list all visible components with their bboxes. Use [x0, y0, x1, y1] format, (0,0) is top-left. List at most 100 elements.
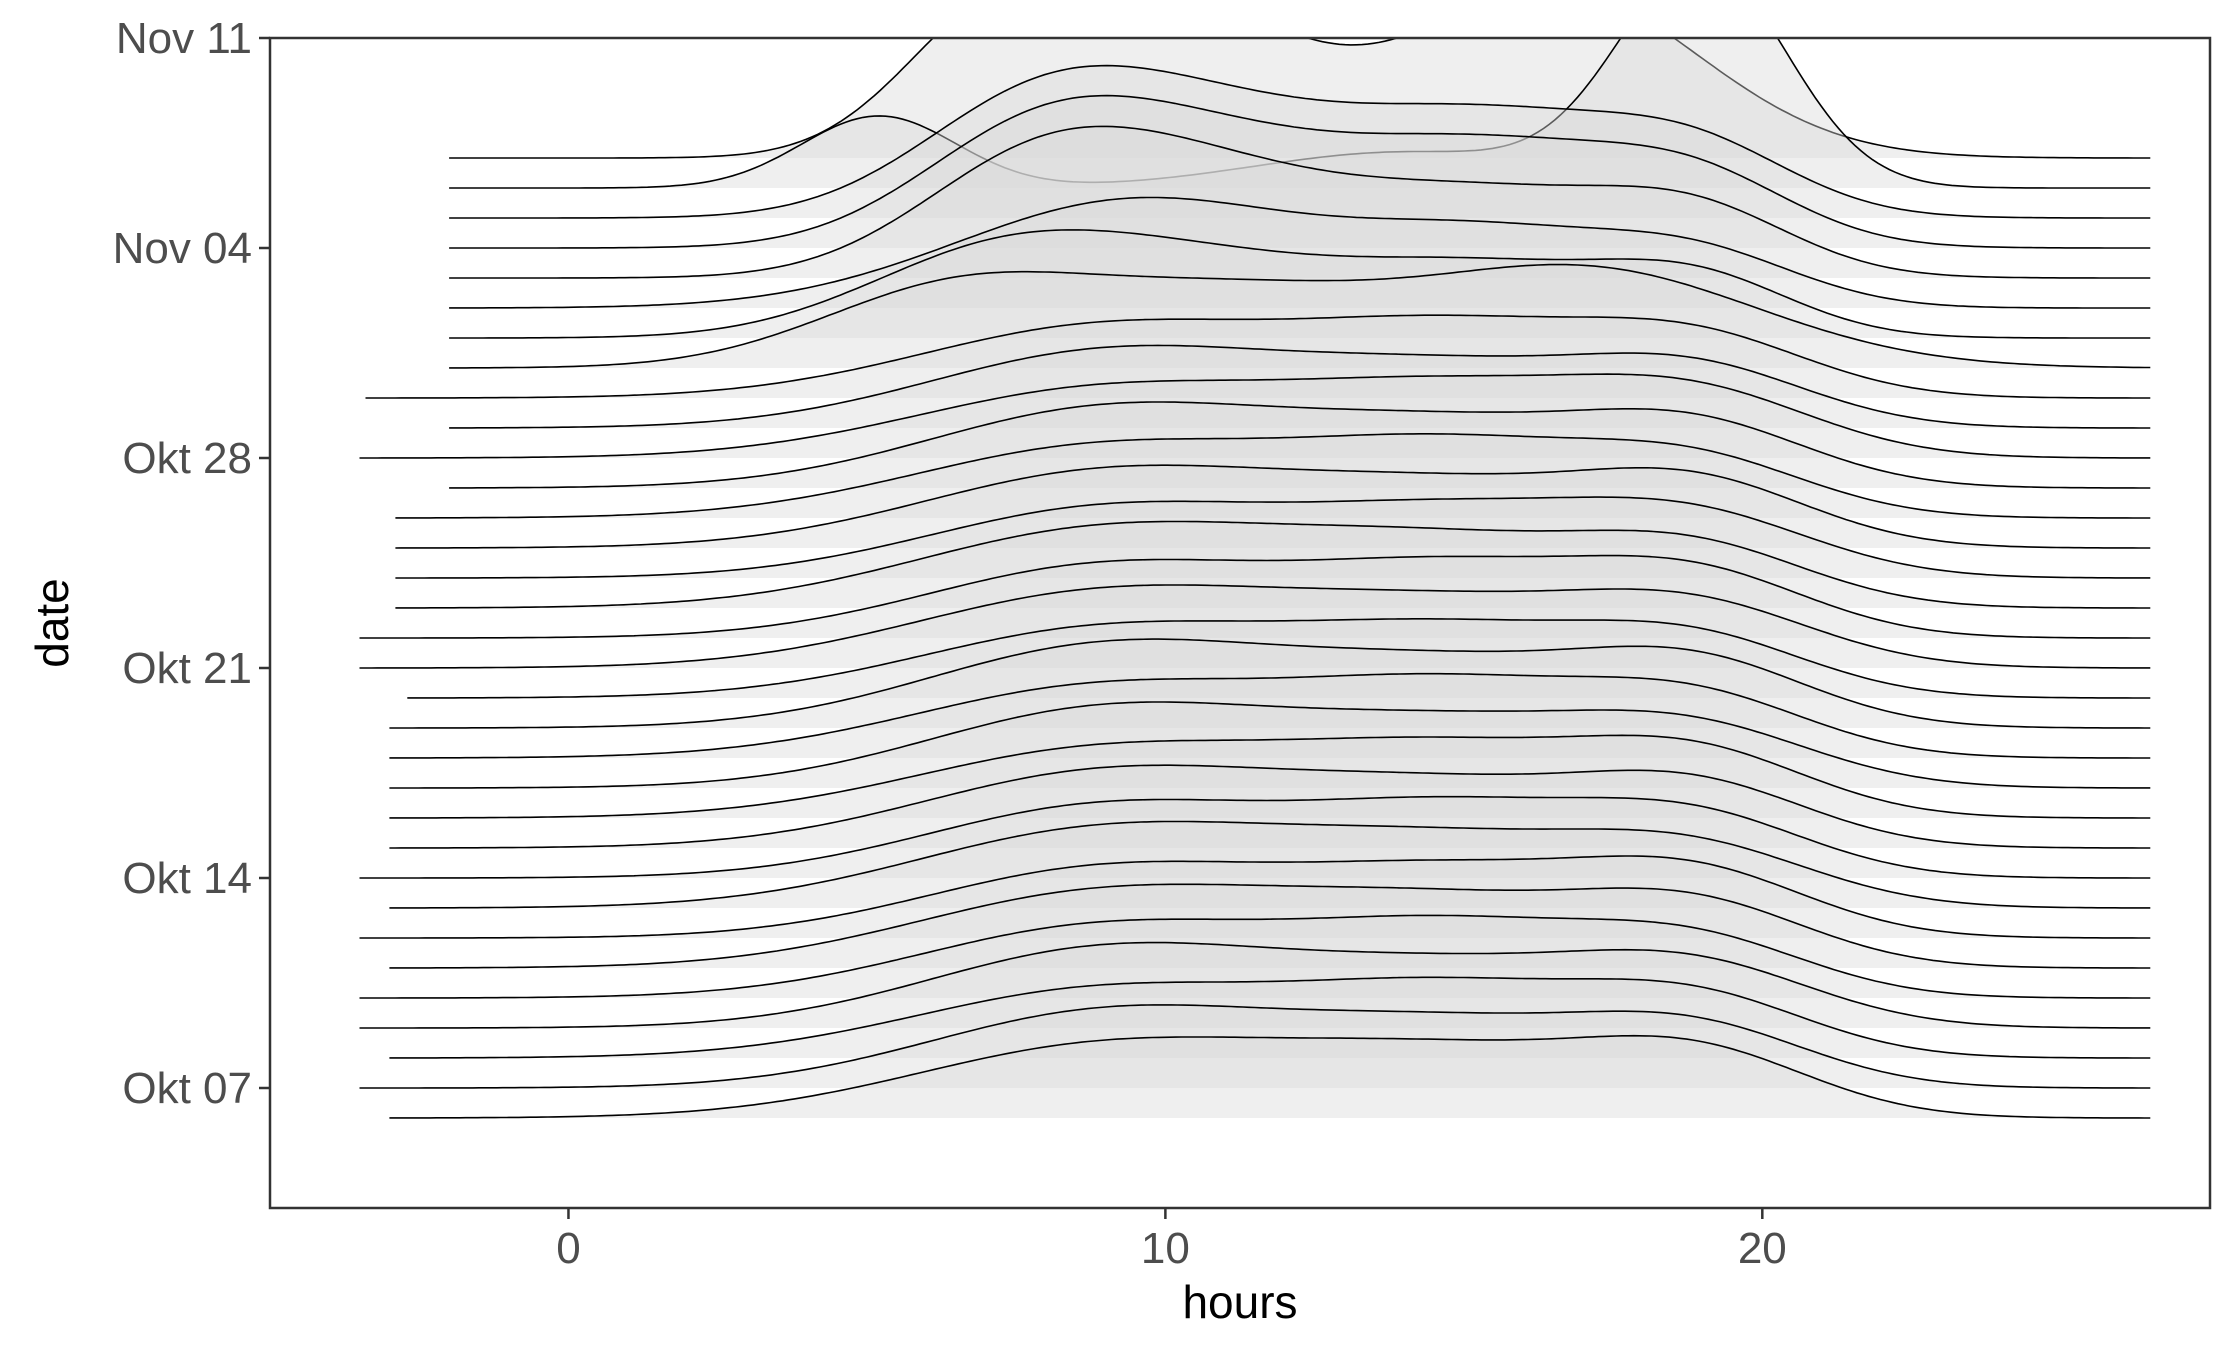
ridge-line [389, 638, 2151, 729]
ridge-line [359, 554, 2151, 639]
ridge-area [395, 433, 2151, 518]
ridge-area [359, 915, 2151, 998]
ridge-2023-10-13 [389, 820, 2151, 909]
y-tick-label: Okt 14 [122, 854, 252, 903]
ridge-area [365, 315, 2151, 398]
ridge-2023-10-18 [389, 672, 2151, 759]
ridge-line [359, 1004, 2151, 1089]
ridge-line [449, 229, 2151, 339]
ridge-area [389, 821, 2151, 908]
ridge-2023-11-05 [449, 64, 2151, 219]
panel-border [268, 36, 2212, 1210]
y-tick-label: Nov 11 [116, 14, 252, 63]
ridge-2023-10-10 [359, 914, 2151, 999]
ridge-line [389, 701, 2151, 789]
ridge-line [449, 401, 2151, 489]
ridge-area [389, 884, 2151, 968]
ridge-area [359, 374, 2151, 458]
ridge-line [395, 464, 2151, 549]
ridge-line [365, 314, 2151, 399]
ridge-line [389, 820, 2151, 909]
ridge-2023-10-14 [359, 795, 2151, 879]
ridge-area [449, 264, 2151, 368]
ridge-2023-10-24 [395, 496, 2151, 579]
ridge-2023-10-15 [389, 764, 2151, 849]
ridge-line [407, 618, 2151, 699]
x-tick-label: 20 [1738, 1224, 1787, 1273]
ridge-2023-10-25 [395, 464, 2151, 549]
x-axis-title: hours [1182, 1276, 1297, 1328]
ridge-area [389, 977, 2151, 1058]
ridge-2023-10-28 [359, 373, 2151, 459]
ridge-area [359, 1004, 2151, 1088]
x-tick-label: 10 [1141, 1224, 1190, 1273]
y-tick-label: Okt 28 [122, 434, 252, 483]
ridge-line [359, 373, 2151, 459]
ridge-line [395, 433, 2151, 519]
ridge-2023-10-23 [395, 520, 2151, 609]
ridge-2023-10-19 [389, 638, 2151, 729]
ridge-line [389, 976, 2151, 1059]
ridge-2023-10-16 [389, 734, 2151, 819]
ridge-2023-10-06 [389, 1034, 2151, 1119]
ridge-2023-10-29 [449, 344, 2151, 429]
ridge-line [449, 263, 2151, 369]
ridge-line [449, 94, 2151, 249]
ridge-area [395, 521, 2151, 608]
ridge-area [449, 65, 2151, 218]
ridge-area [395, 497, 2151, 578]
ridge-area [449, 126, 2151, 279]
ridge-area [389, 1035, 2151, 1118]
ridge-area [389, 673, 2151, 758]
ridge-line [389, 672, 2151, 759]
y-axis: Okt 07 Okt 14 Okt 21 Okt 28 Nov 04 Nov 11 [113, 14, 270, 1113]
ridge-2023-11-03 [449, 125, 2151, 279]
ridge-area [449, 229, 2151, 338]
y-tick-label: Okt 07 [122, 1064, 252, 1113]
ridge-2023-10-31 [449, 263, 2151, 369]
ridge-line [359, 941, 2151, 1029]
ridge-area [389, 702, 2151, 788]
ridge-2023-10-17 [389, 701, 2151, 789]
ridge-2023-10-26 [395, 433, 2151, 519]
ridge-area [389, 735, 2151, 818]
ridge-line [389, 734, 2151, 819]
ridge-area [449, 345, 2151, 428]
ridge-area [449, 402, 2151, 488]
ridge-2023-11-04 [449, 94, 2151, 249]
ridge-line [395, 520, 2151, 609]
ridge-area [359, 796, 2151, 878]
ridge-line [449, 38, 2151, 159]
x-tick-label: 0 [556, 1224, 580, 1273]
ridge-area [359, 555, 2151, 638]
ridge-area [389, 639, 2151, 728]
ridge-2023-11-01 [449, 229, 2151, 339]
y-axis-title: date [26, 578, 78, 668]
ridge-2023-10-11 [389, 883, 2151, 969]
ridge-line [359, 584, 2151, 669]
ridge-area [449, 95, 2151, 248]
ridge-line [395, 496, 2151, 579]
ridge-2023-10-22 [359, 554, 2151, 639]
ridge-line [449, 64, 2151, 219]
ridge-area [407, 618, 2151, 698]
ridge-line [359, 855, 2151, 939]
ridge-area [395, 465, 2151, 548]
ridge-line [359, 795, 2151, 879]
y-tick-label: Okt 21 [122, 644, 252, 693]
ridge-2023-10-21 [359, 584, 2151, 669]
ridge-2023-10-09 [359, 941, 2151, 1029]
ridge-2023-10-08 [389, 976, 2151, 1059]
ridge-2023-10-30 [365, 314, 2151, 399]
y-tick-label: Nov 04 [113, 224, 252, 273]
ridges [359, 38, 2151, 1119]
ridge-line [449, 125, 2151, 279]
ridge-line [359, 914, 2151, 999]
ridge-2023-10-20 [407, 618, 2151, 699]
ridge-2023-11-06 [449, 38, 2151, 189]
ridge-line [389, 764, 2151, 849]
ridge-line [449, 38, 2151, 189]
ridge-2023-10-27 [449, 401, 2151, 489]
